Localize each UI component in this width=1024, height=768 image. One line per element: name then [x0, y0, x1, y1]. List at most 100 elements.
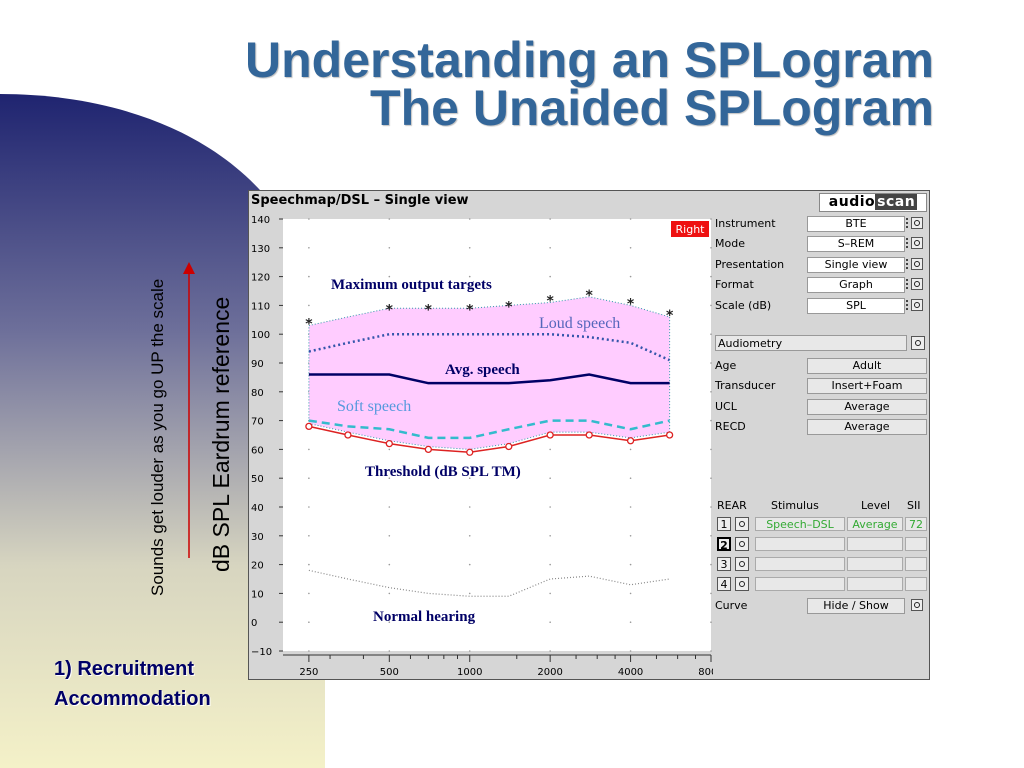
- grid-dot: [468, 275, 471, 278]
- brand-part1: audio: [828, 194, 876, 210]
- grid-dot: [388, 563, 391, 566]
- window-title: Speechmap/DSL – Single view: [251, 193, 469, 208]
- format-value[interactable]: Graph: [807, 277, 905, 293]
- x-tick-label: 250: [299, 667, 318, 678]
- rear-row-2[interactable]: 2: [715, 536, 927, 554]
- grid-dot: [549, 535, 551, 537]
- grid-dot: [710, 275, 712, 278]
- grid-dot: [629, 247, 632, 249]
- rear-level[interactable]: [847, 557, 903, 571]
- audiometry-transducer[interactable]: Transducer Insert+Foam: [715, 377, 927, 395]
- rear-row-number[interactable]: 4: [717, 577, 731, 591]
- grid-dot: [388, 477, 391, 480]
- grid-dot: [308, 218, 310, 220]
- audiometry-header[interactable]: Audiometry: [715, 335, 907, 351]
- rear-row-1[interactable]: 1 Speech–DSL Average 72: [715, 516, 927, 534]
- select-circle-icon[interactable]: [911, 599, 923, 611]
- audiometry-circle-icon[interactable]: [911, 336, 925, 350]
- brand-part2: scan: [875, 194, 918, 210]
- grid-dot: [468, 563, 471, 566]
- scale-label: Scale (dB): [715, 299, 772, 312]
- rear-level[interactable]: Average: [847, 517, 903, 531]
- select-circle-icon[interactable]: [911, 278, 923, 290]
- grid-dot: [710, 247, 712, 249]
- select-circle-icon[interactable]: [911, 299, 923, 311]
- grid-dot: [710, 333, 712, 335]
- rear-stimulus[interactable]: Speech–DSL: [755, 517, 845, 531]
- x-tick-label: 8000: [698, 667, 713, 678]
- audiometry-recd[interactable]: RECD Average: [715, 418, 927, 436]
- rear-row-3[interactable]: 3: [715, 556, 927, 574]
- dropdown-dots-icon: [906, 259, 911, 269]
- setting-scale[interactable]: Scale (dB) SPL: [715, 297, 927, 315]
- rear-circle-icon[interactable]: [735, 557, 749, 571]
- presentation-value[interactable]: Single view: [807, 257, 905, 273]
- grid-dot: [710, 506, 712, 508]
- setting-format[interactable]: Format Graph: [715, 276, 927, 294]
- grid-dot: [308, 535, 310, 537]
- ear-badge: [671, 221, 709, 237]
- curve-value[interactable]: Hide / Show: [807, 598, 905, 614]
- setting-instrument[interactable]: Instrument BTE: [715, 215, 927, 233]
- rear-col-stimulus: Stimulus: [771, 499, 819, 512]
- threshold-point: [626, 437, 635, 445]
- grid-dot: [710, 621, 712, 623]
- instrument-value[interactable]: BTE: [807, 216, 905, 232]
- grid-dot: [549, 592, 551, 595]
- dropdown-dots-icon: [906, 279, 911, 289]
- rear-curve[interactable]: Curve Hide / Show: [715, 597, 927, 615]
- select-circle-icon[interactable]: [911, 237, 923, 249]
- grid-dot: [629, 448, 632, 451]
- rear-stimulus[interactable]: [755, 537, 845, 551]
- rear-row-number[interactable]: 3: [717, 557, 731, 571]
- rear-row-number[interactable]: 1: [717, 517, 731, 531]
- rear-row-number[interactable]: 2: [717, 537, 731, 552]
- age-value[interactable]: Adult: [807, 358, 927, 374]
- rear-circle-icon[interactable]: [735, 517, 749, 531]
- slide-title-line2: The Unaided SPLogram: [370, 80, 934, 136]
- grid-dot: [710, 304, 712, 307]
- rear-level[interactable]: [847, 577, 903, 591]
- rear-table-header: REAR Stimulus Level SII: [715, 499, 927, 513]
- threshold-point: [585, 431, 593, 439]
- grid-dot: [710, 592, 712, 595]
- threshold-point: [305, 422, 313, 431]
- rear-circle-icon[interactable]: [735, 577, 749, 591]
- grid-dot: [549, 477, 551, 480]
- threshold-line: [308, 425, 670, 454]
- ucl-value[interactable]: Average: [807, 399, 927, 415]
- max-output-label: Maximum output targets: [331, 277, 492, 293]
- y-tick-label: 60: [251, 445, 264, 456]
- grid-dot: [468, 650, 471, 652]
- rear-level[interactable]: [847, 537, 903, 551]
- y-tick-label: 30: [251, 532, 264, 543]
- rear-col-level: Level: [861, 499, 891, 512]
- rear-stimulus[interactable]: [755, 577, 845, 591]
- caption-accommodation: Accommodation: [54, 688, 211, 710]
- grid-dot: [468, 218, 471, 220]
- audiometry-ucl[interactable]: UCL Average: [715, 398, 927, 416]
- audiometry-age[interactable]: Age Adult: [715, 357, 927, 375]
- grid-dot: [629, 592, 632, 595]
- grid-dot: [308, 592, 310, 595]
- transducer-value[interactable]: Insert+Foam: [807, 378, 927, 394]
- rear-stimulus[interactable]: [755, 557, 845, 571]
- rear-circle-icon[interactable]: [735, 537, 749, 551]
- mode-value[interactable]: S–REM: [807, 236, 905, 252]
- setting-mode[interactable]: Mode S–REM: [715, 235, 927, 253]
- y-tick-label: 20: [251, 561, 264, 572]
- select-circle-icon[interactable]: [911, 258, 923, 270]
- grid-dot: [388, 592, 391, 595]
- threshold-point: [466, 448, 474, 456]
- rear-row-4[interactable]: 4: [715, 576, 927, 594]
- grid-dot: [629, 563, 632, 566]
- recd-value[interactable]: Average: [807, 419, 927, 435]
- select-circle-icon[interactable]: [911, 217, 923, 229]
- dropdown-dots-icon: [906, 218, 911, 228]
- dropdown-dots-icon: [906, 238, 911, 248]
- max-output-marker: *: [305, 317, 313, 333]
- scale-value[interactable]: SPL: [807, 298, 905, 314]
- setting-presentation[interactable]: Presentation Single view: [715, 256, 927, 274]
- max-output-marker: *: [425, 302, 433, 318]
- loudness-note: Sounds get louder as you go UP the scale: [148, 278, 167, 596]
